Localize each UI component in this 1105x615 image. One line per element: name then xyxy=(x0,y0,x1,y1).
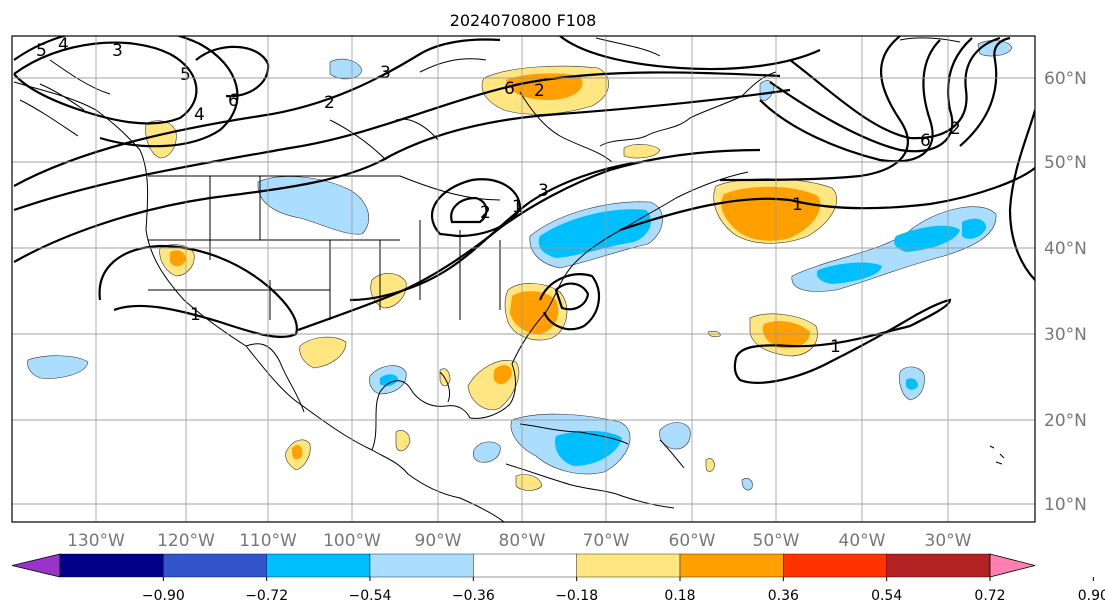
contour-label: 3 xyxy=(538,181,549,201)
contour-label: 1 xyxy=(830,337,841,357)
map-panel: 5 4 3 5 6 4 3 2 6 2 3 1 2 1 6 2 1 1 xyxy=(12,35,1035,522)
longitude-label: 40°W xyxy=(839,531,886,551)
longitude-label: 130°W xyxy=(67,531,125,551)
colorbar-segment xyxy=(886,553,991,578)
colorbar-tick-label: 0.72 xyxy=(974,588,1005,604)
longitude-label: 70°W xyxy=(583,531,630,551)
colorbar-tick-label: −0.54 xyxy=(349,588,392,604)
colorbar-tick-label: 0.36 xyxy=(768,588,799,604)
contour-label: 1 xyxy=(190,305,201,325)
colorbar xyxy=(11,553,1036,578)
colorbar-tick-label: 0.54 xyxy=(871,588,902,604)
colorbar-segment xyxy=(473,553,577,578)
contour-label: 2 xyxy=(480,203,491,223)
colorbar-tick-label: −0.18 xyxy=(555,588,598,604)
contour-label: 4 xyxy=(58,35,69,55)
latitude-label: 20°N xyxy=(1044,411,1087,431)
colorbar-segment xyxy=(369,553,474,578)
contour-lines xyxy=(13,36,1035,384)
longitude-label: 30°W xyxy=(925,531,972,551)
colorbar-segment xyxy=(679,553,784,578)
contour-label: 1 xyxy=(792,195,803,215)
gridlines xyxy=(12,36,1035,522)
contour-label: 4 xyxy=(194,105,205,125)
colorbar-tick-labels: −0.90 −0.72 −0.54 −0.36 −0.18 0.18 0.36 0.54 0.7… xyxy=(142,577,1105,604)
colorbar-tick-label: 0.90 xyxy=(1078,588,1105,604)
contour-label: 3 xyxy=(380,63,391,83)
longitude-label: 100°W xyxy=(323,531,381,551)
colorbar-tick-label: −0.36 xyxy=(452,588,495,604)
colorbar-segment xyxy=(266,553,371,578)
contour-label: 3 xyxy=(112,41,123,61)
contour-label-group: 5 4 3 5 6 4 3 2 6 2 3 1 2 1 6 2 1 1 xyxy=(36,35,961,357)
contour-label: 1 xyxy=(512,197,523,217)
coastlines xyxy=(13,37,1005,522)
longitude-label: 80°W xyxy=(499,531,546,551)
colorbar-tick-label: −0.90 xyxy=(142,588,185,604)
colorbar-tick-label: 0.18 xyxy=(664,588,695,604)
colorbar-segment xyxy=(783,553,887,578)
map-frame xyxy=(11,35,1036,523)
map-title: 2024070800 F108 xyxy=(450,11,597,30)
contour-label: 5 xyxy=(180,65,191,85)
longitude-axis: 130°W 120°W 110°W 100°W 90°W 80°W 70°W 60°W 50°W… xyxy=(67,531,972,551)
contour-label: 6 xyxy=(504,79,515,99)
colorbar-segment xyxy=(163,553,267,578)
longitude-label: 50°W xyxy=(753,531,800,551)
contour-label: 5 xyxy=(36,41,47,61)
latitude-axis: 60°N 50°N 40°N 30°N 20°N 10°N xyxy=(1044,69,1087,515)
contour-label: 2 xyxy=(324,93,335,113)
longitude-label: 110°W xyxy=(239,531,297,551)
latitude-label: 10°N xyxy=(1044,495,1087,515)
longitude-label: 120°W xyxy=(157,531,215,551)
contour-label: 2 xyxy=(534,81,545,101)
colorbar-extend-low xyxy=(11,553,61,578)
longitude-label: 90°W xyxy=(415,531,462,551)
contour-label: 6 xyxy=(228,91,239,111)
latitude-label: 30°N xyxy=(1044,325,1087,345)
latitude-label: 40°N xyxy=(1044,239,1087,259)
negative-anomaly-areas xyxy=(27,40,1013,491)
contour-label: 6 xyxy=(920,131,931,151)
colorbar-segment xyxy=(59,553,164,578)
longitude-label: 60°W xyxy=(669,531,716,551)
colorbar-segment xyxy=(576,553,681,578)
colorbar-extend-high xyxy=(989,553,1036,578)
latitude-label: 50°N xyxy=(1044,153,1087,173)
latitude-label: 60°N xyxy=(1044,69,1087,89)
contour-label: 2 xyxy=(950,119,961,139)
colorbar-tick-label: −0.72 xyxy=(245,588,288,604)
